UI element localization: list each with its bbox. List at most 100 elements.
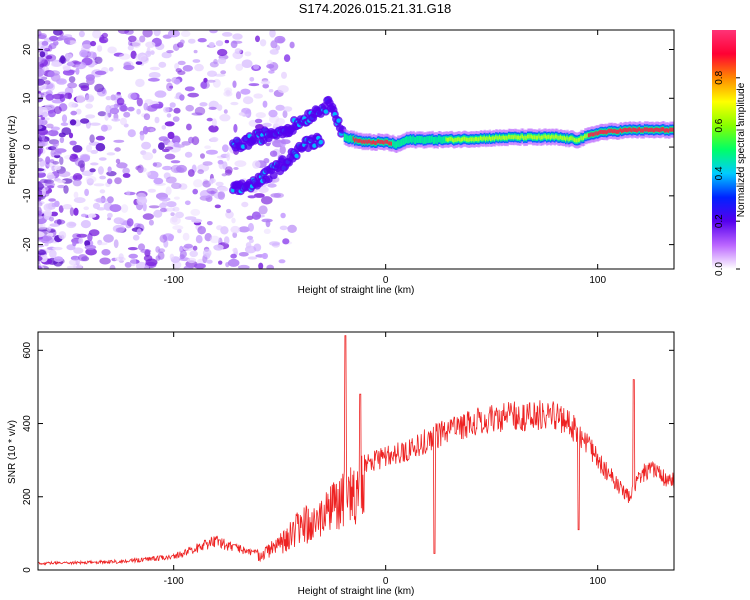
noise-blob — [66, 40, 71, 45]
noise-blob — [185, 104, 194, 112]
x-tick-label: 0 — [383, 576, 389, 587]
track-mid — [397, 139, 400, 147]
track-core-hot — [612, 129, 615, 134]
track-core-hot — [628, 127, 631, 132]
noise-blob — [230, 253, 237, 259]
noise-blob — [188, 136, 194, 144]
track-core — [548, 134, 551, 139]
track-core — [570, 136, 573, 141]
noise-blob — [52, 140, 60, 147]
track-core-hot — [670, 127, 673, 132]
noise-blob — [222, 144, 229, 153]
noise-blob — [143, 113, 151, 121]
noise-blob — [253, 93, 263, 99]
noise-blob — [249, 77, 255, 82]
noise-blob — [66, 53, 73, 59]
noise-blob — [139, 35, 146, 43]
noise-blob — [72, 179, 82, 187]
track-core — [556, 134, 559, 139]
noise-blob — [38, 124, 43, 130]
track-core — [534, 135, 537, 140]
noise-blob — [143, 265, 150, 269]
noise-blob — [60, 122, 69, 126]
track-core — [524, 135, 527, 140]
track-core-hot — [615, 129, 619, 134]
noise-blob — [206, 221, 213, 226]
noise-blob — [211, 118, 217, 127]
track-core — [497, 136, 500, 141]
track-core — [488, 135, 492, 140]
noise-blob — [80, 213, 88, 218]
noise-blob — [43, 203, 53, 212]
track-core-hot — [638, 127, 642, 132]
noise-blob — [231, 217, 236, 224]
track-core — [378, 139, 381, 144]
noise-blob — [98, 36, 109, 44]
track-core — [580, 135, 583, 140]
track-core-hot — [621, 129, 624, 134]
noise-blob — [89, 168, 96, 173]
noise-blob — [169, 253, 175, 260]
noise-blob — [280, 212, 286, 219]
track-mid — [435, 136, 438, 144]
noise-blob — [68, 101, 76, 108]
noise-blob — [84, 244, 97, 250]
noise-blob — [172, 116, 180, 122]
noise-blob — [187, 92, 199, 98]
noise-blob — [217, 48, 228, 57]
track-mid — [434, 136, 437, 144]
noise-blob — [199, 102, 208, 107]
noise-blob — [164, 153, 176, 160]
noise-blob — [58, 56, 67, 64]
track-core — [551, 134, 554, 139]
noise-blob — [100, 124, 108, 132]
noise-blob — [261, 252, 268, 260]
noise-blob — [177, 70, 186, 75]
noise-blob — [181, 141, 191, 146]
noise-blob — [44, 182, 56, 187]
noise-blob — [38, 197, 42, 202]
noise-blob — [123, 64, 135, 71]
track-core — [455, 137, 458, 142]
track-mid — [440, 136, 443, 144]
track-core — [537, 135, 540, 140]
noise-blob — [169, 102, 176, 108]
noise-blob — [172, 206, 180, 212]
noise-blob — [66, 221, 77, 229]
noise-blob — [44, 104, 56, 110]
noise-blob — [182, 65, 193, 72]
noise-blob — [38, 227, 50, 232]
noise-blob — [234, 48, 242, 55]
noise-blob — [51, 144, 58, 151]
noise-blob — [38, 33, 47, 40]
track-core — [353, 138, 357, 143]
track-core — [468, 138, 471, 142]
noise-blob — [253, 193, 265, 198]
noise-blob — [268, 70, 275, 74]
colorbar-label: Normalized spectral amplitude — [736, 82, 747, 217]
track-core — [374, 141, 377, 145]
noise-blob — [139, 132, 145, 141]
noise-blob — [155, 255, 161, 261]
noise-blob — [45, 156, 51, 165]
noise-blob — [135, 53, 147, 62]
noise-blob — [127, 106, 135, 112]
noise-blob — [47, 45, 53, 52]
track-core — [565, 137, 568, 142]
track-mid — [400, 139, 404, 146]
track-core — [479, 136, 483, 141]
track-core-hot — [647, 128, 651, 133]
track-core — [511, 134, 514, 139]
noise-blob — [269, 150, 278, 157]
noise-blob — [63, 34, 73, 39]
track-core — [501, 135, 504, 140]
colorbar-strip — [712, 30, 736, 269]
track-mid — [393, 140, 396, 148]
noise-blob — [127, 247, 138, 251]
track-core — [473, 137, 476, 142]
noise-blob — [238, 252, 249, 257]
noise-blob — [58, 231, 67, 240]
noise-blob — [155, 246, 161, 253]
noise-blob — [53, 151, 62, 155]
noise-blob — [68, 40, 77, 45]
